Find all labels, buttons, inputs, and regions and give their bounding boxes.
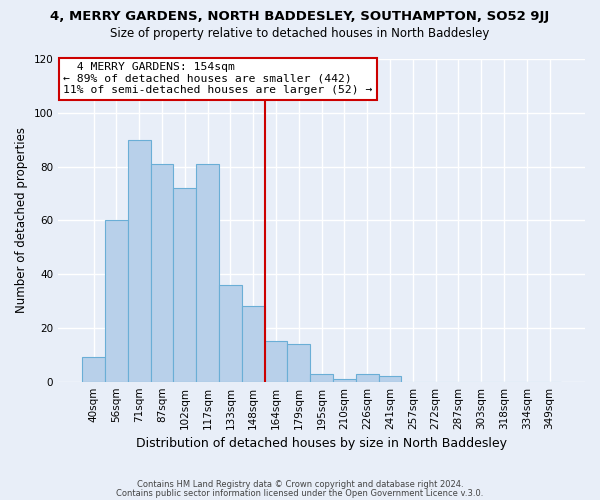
X-axis label: Distribution of detached houses by size in North Baddesley: Distribution of detached houses by size … <box>136 437 507 450</box>
Bar <box>287 344 310 382</box>
Bar <box>242 306 265 382</box>
Text: Contains HM Land Registry data © Crown copyright and database right 2024.: Contains HM Land Registry data © Crown c… <box>137 480 463 489</box>
Bar <box>356 374 379 382</box>
Bar <box>82 358 105 382</box>
Bar <box>265 342 287 382</box>
Bar <box>128 140 151 382</box>
Bar <box>151 164 173 382</box>
Text: 4 MERRY GARDENS: 154sqm  
← 89% of detached houses are smaller (442)
11% of semi: 4 MERRY GARDENS: 154sqm ← 89% of detache… <box>64 62 373 96</box>
Text: Contains public sector information licensed under the Open Government Licence v.: Contains public sector information licen… <box>116 489 484 498</box>
Bar <box>105 220 128 382</box>
Bar <box>173 188 196 382</box>
Bar <box>333 379 356 382</box>
Text: Size of property relative to detached houses in North Baddesley: Size of property relative to detached ho… <box>110 28 490 40</box>
Bar <box>379 376 401 382</box>
Y-axis label: Number of detached properties: Number of detached properties <box>15 128 28 314</box>
Bar <box>310 374 333 382</box>
Bar <box>196 164 219 382</box>
Bar <box>219 285 242 382</box>
Text: 4, MERRY GARDENS, NORTH BADDESLEY, SOUTHAMPTON, SO52 9JJ: 4, MERRY GARDENS, NORTH BADDESLEY, SOUTH… <box>50 10 550 23</box>
